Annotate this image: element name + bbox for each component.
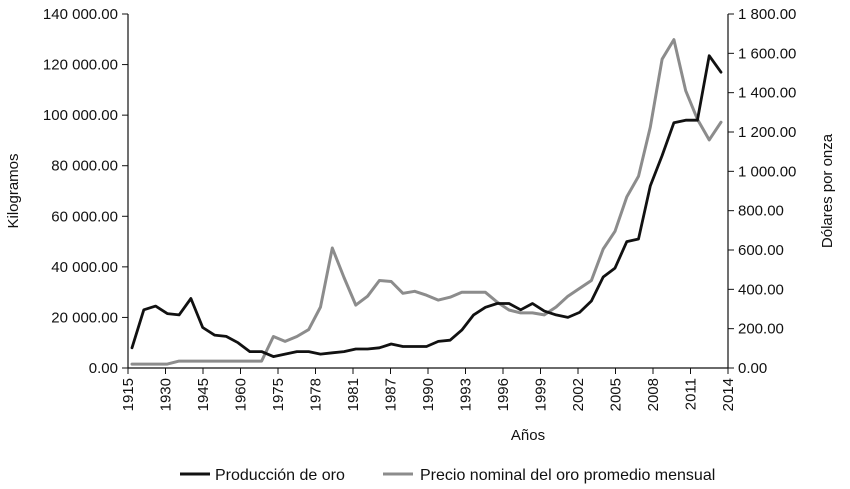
series-line-produccion xyxy=(130,54,723,359)
right-tick-label: 1 400.00 xyxy=(738,85,796,102)
series-group xyxy=(130,38,723,366)
x-tick-label: 1996 xyxy=(495,378,512,411)
legend-label: Producción de oro xyxy=(215,467,345,484)
right-tick-label: 400.00 xyxy=(738,281,784,298)
left-tick-label: 80 000.00 xyxy=(51,158,118,175)
right-tick-label: 1 600.00 xyxy=(738,45,796,62)
left-tick-label: 60 000.00 xyxy=(51,208,118,225)
x-tick-label: 2014 xyxy=(720,378,737,411)
x-tick-label: 1915 xyxy=(120,378,137,411)
axes-group: 0.00 20 000.00 40 000.00 60 000.00 80 000.00… xyxy=(5,6,836,444)
legend-label: Precio nominal del oro promedio mensual xyxy=(420,467,715,484)
right-tick-label: 1 800.00 xyxy=(738,6,796,23)
x-tick-label: 1978 xyxy=(308,378,325,411)
x-tick-label: 1981 xyxy=(345,378,362,411)
x-tick-label: 1990 xyxy=(420,378,437,411)
x-tick-label: 1987 xyxy=(383,378,400,411)
x-tick-label: 2011 xyxy=(683,378,700,410)
left-tick-label: 0.00 xyxy=(89,360,118,377)
x-tick-label: 1993 xyxy=(458,378,475,411)
x-axis-title: Años xyxy=(511,427,545,444)
right-tick-label: 1 000.00 xyxy=(738,163,796,180)
left-tick-label: 20 000.00 xyxy=(51,309,118,326)
x-tick-label: 2008 xyxy=(645,378,662,411)
x-tick-label: 2002 xyxy=(570,378,587,411)
left-tick-label: 100 000.00 xyxy=(43,107,118,124)
x-tick-label: 1975 xyxy=(270,378,287,411)
left-axis-title: Kilogramos xyxy=(5,153,22,228)
series-line-precio xyxy=(130,38,723,366)
x-tick-label: 1945 xyxy=(195,378,212,411)
right-tick-label: 200.00 xyxy=(738,321,784,338)
x-tick-label: 1999 xyxy=(533,378,550,411)
left-tick-label: 40 000.00 xyxy=(51,259,118,276)
right-tick-label: 1 200.00 xyxy=(738,124,796,141)
legend: Producción de oro Precio nominal del oro … xyxy=(180,467,715,484)
x-tick-label: 2005 xyxy=(608,378,625,411)
left-tick-label: 120 000.00 xyxy=(43,57,118,74)
right-axis-title: Dólares por onza xyxy=(819,133,836,248)
x-tick-label: 1960 xyxy=(233,378,250,411)
right-tick-label: 600.00 xyxy=(738,242,784,259)
left-tick-label: 140 000.00 xyxy=(43,6,118,23)
right-tick-label: 800.00 xyxy=(738,203,784,220)
right-tick-label: 0.00 xyxy=(738,360,767,377)
x-tick-label: 1930 xyxy=(158,378,175,411)
